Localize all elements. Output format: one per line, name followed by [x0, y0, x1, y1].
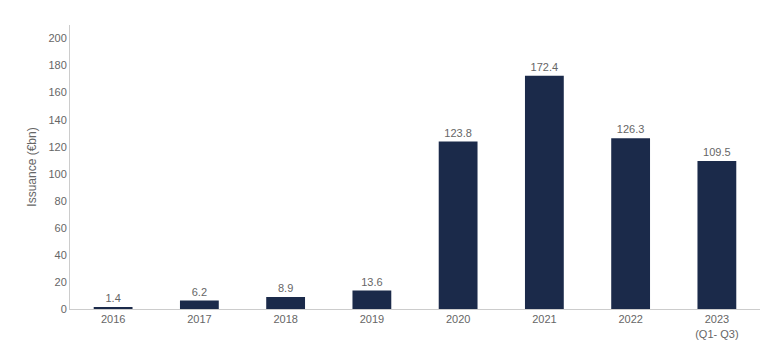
svg-text:140: 140	[48, 114, 66, 126]
svg-text:109.5: 109.5	[703, 146, 731, 158]
svg-text:Issuance (€bn): Issuance (€bn)	[25, 127, 39, 206]
svg-text:2017: 2017	[187, 313, 211, 325]
svg-text:60: 60	[55, 222, 67, 234]
svg-text:40: 40	[55, 249, 67, 261]
svg-text:180: 180	[48, 59, 66, 71]
svg-text:80: 80	[55, 195, 67, 207]
svg-text:2020: 2020	[446, 313, 470, 325]
svg-text:123.8: 123.8	[444, 127, 472, 139]
svg-text:160: 160	[48, 86, 66, 98]
svg-text:8.9: 8.9	[278, 282, 293, 294]
svg-text:120: 120	[48, 141, 66, 153]
svg-text:0: 0	[61, 303, 67, 315]
svg-text:2021: 2021	[532, 313, 556, 325]
svg-text:100: 100	[48, 168, 66, 180]
svg-text:126.3: 126.3	[617, 123, 645, 135]
svg-text:2023(Q1- Q3): 2023(Q1- Q3)	[695, 313, 738, 339]
svg-text:2016: 2016	[101, 313, 125, 325]
svg-text:13.6: 13.6	[361, 276, 382, 288]
svg-text:172.4: 172.4	[531, 61, 559, 73]
svg-text:1.4: 1.4	[105, 292, 120, 304]
svg-text:200: 200	[48, 32, 66, 44]
svg-text:2019: 2019	[360, 313, 384, 325]
svg-text:2022: 2022	[618, 313, 642, 325]
svg-text:2018: 2018	[273, 313, 297, 325]
svg-text:20: 20	[55, 276, 67, 288]
svg-text:6.2: 6.2	[192, 286, 207, 298]
